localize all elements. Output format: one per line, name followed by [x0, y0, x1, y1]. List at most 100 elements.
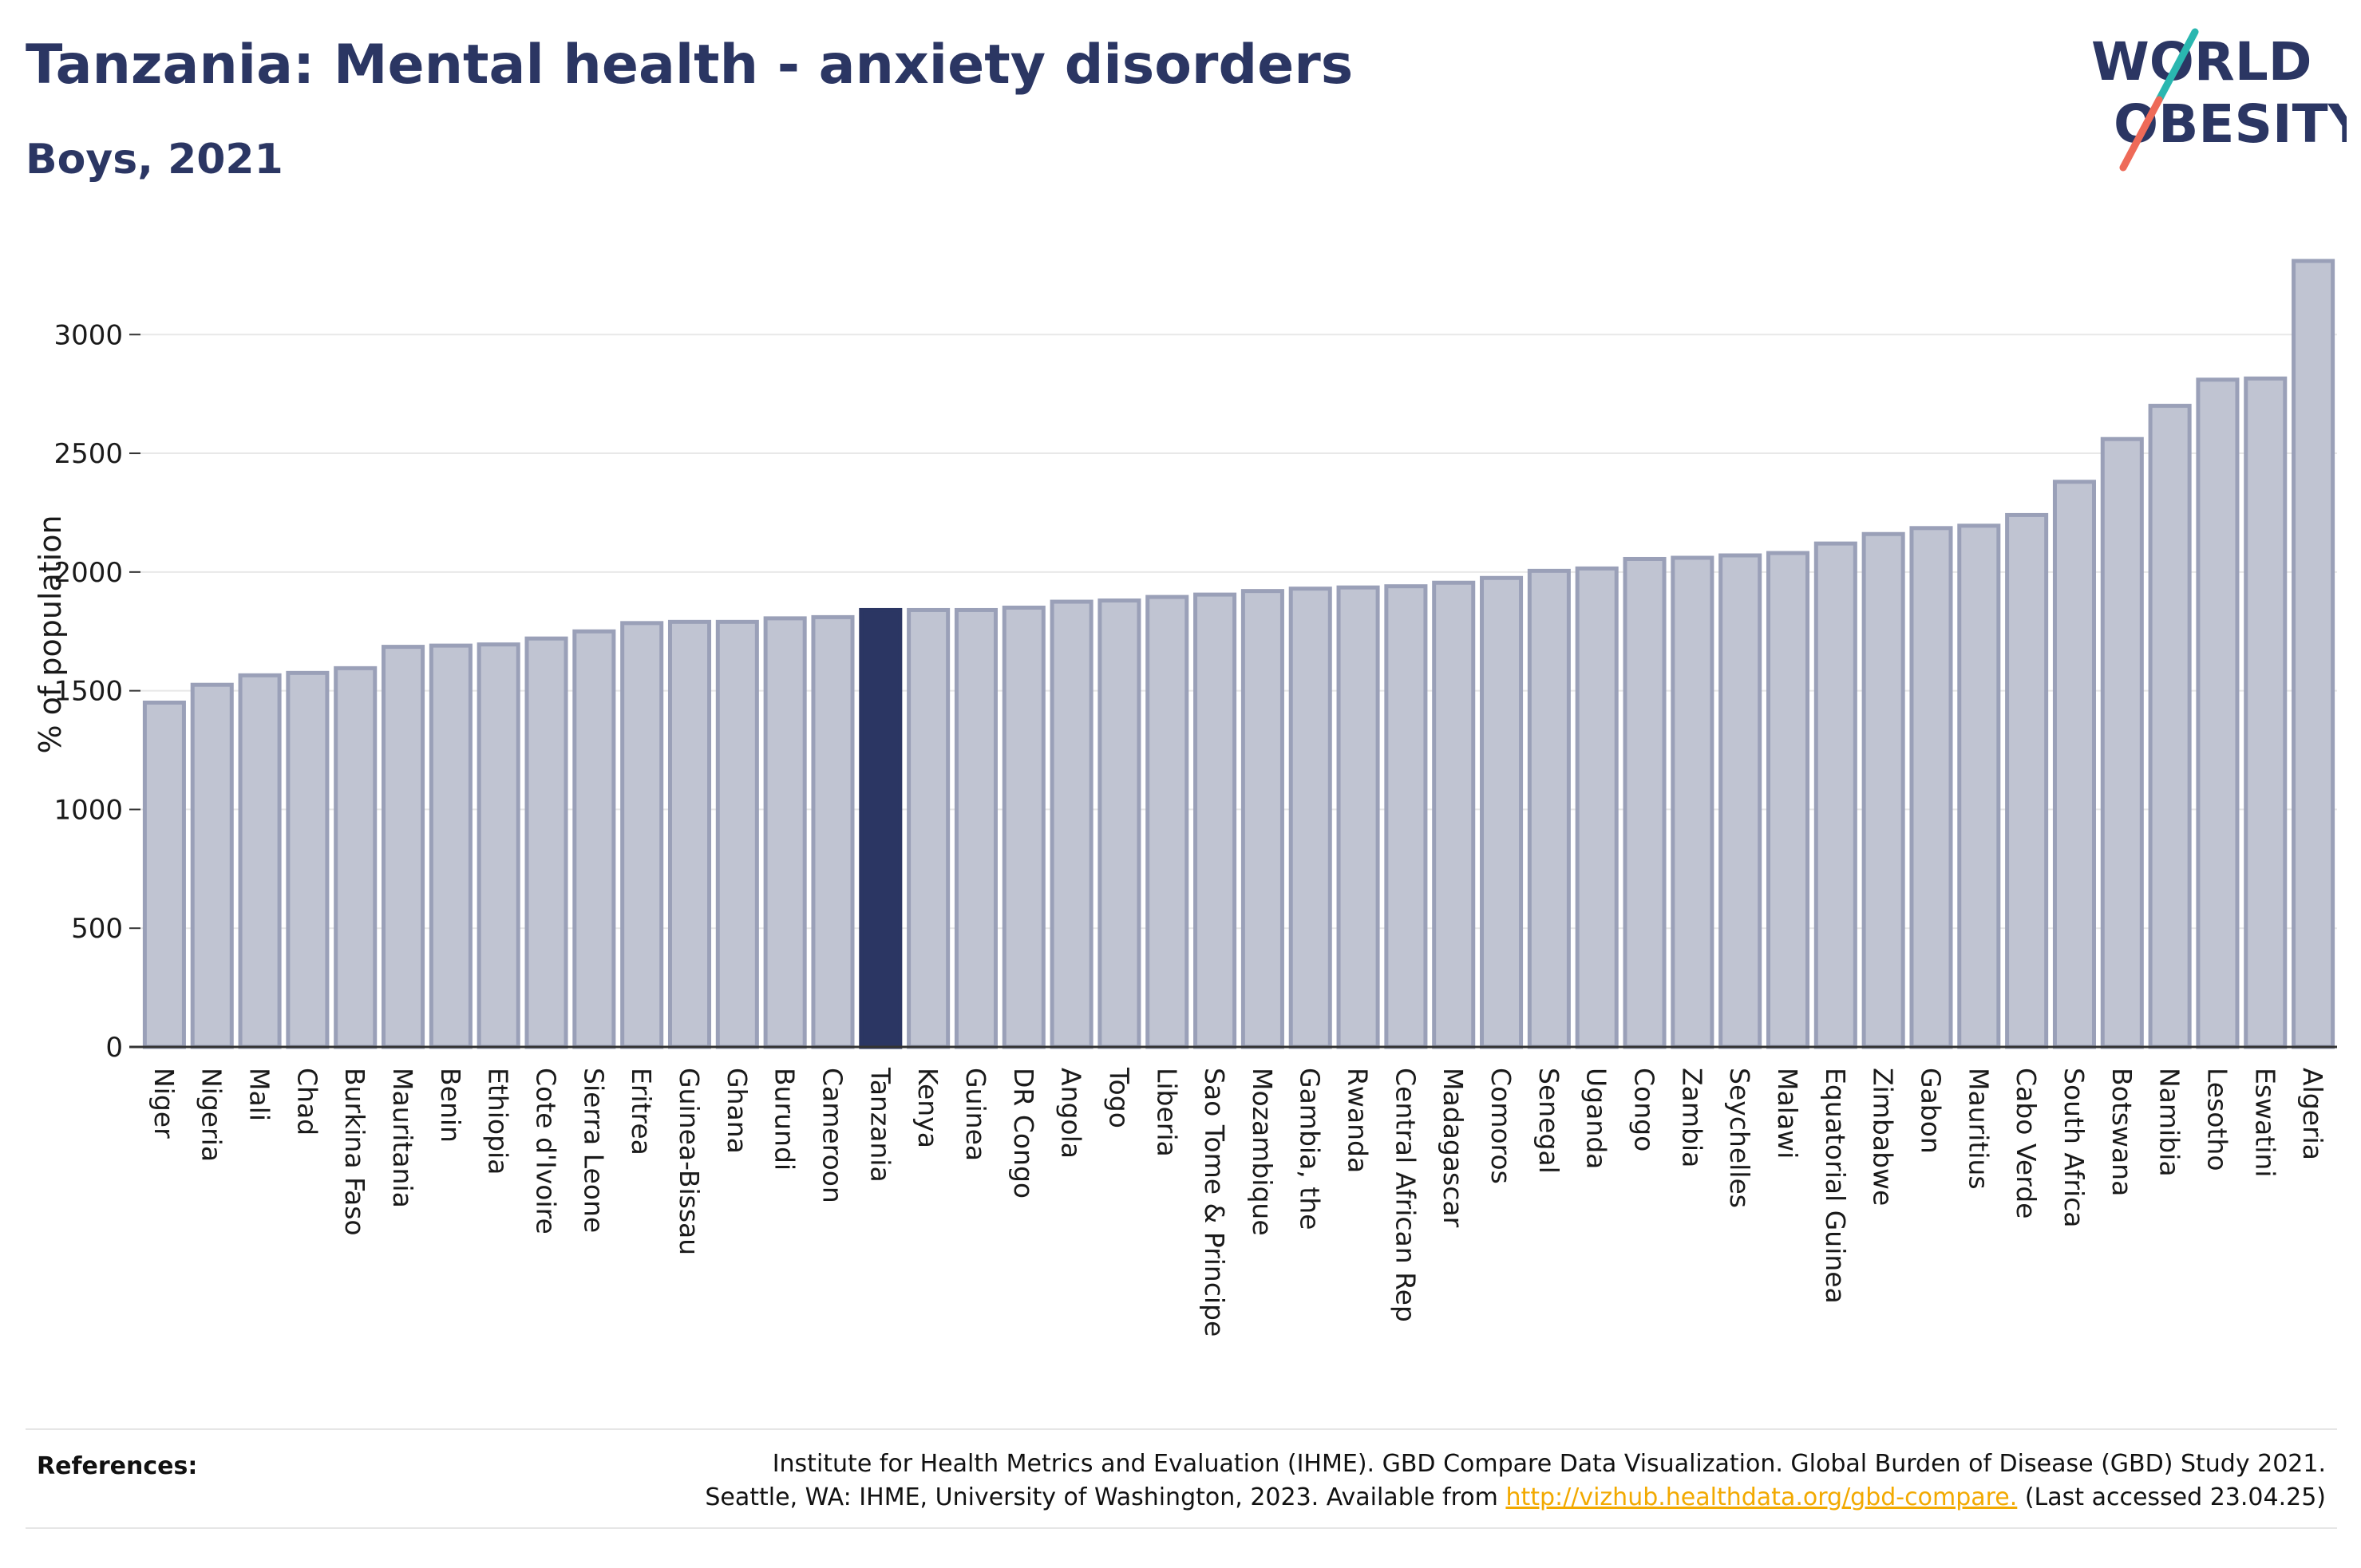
bar	[2196, 377, 2240, 1049]
x-tick-label: DR Congo	[1008, 1068, 1039, 1199]
bar	[334, 666, 378, 1049]
x-tick-label: Namibia	[2154, 1068, 2185, 1177]
bar	[2292, 259, 2335, 1049]
bar	[1671, 555, 1714, 1049]
x-tick-label: Niger	[148, 1068, 180, 1139]
x-tick-label: South Africa	[2058, 1068, 2090, 1228]
bar	[1718, 553, 1762, 1049]
x-tick-label: Botswana	[2106, 1068, 2138, 1196]
bar	[620, 621, 664, 1049]
y-tick-label: 1000	[53, 794, 123, 826]
y-tick-label: 3000	[53, 319, 123, 351]
bar	[429, 643, 473, 1049]
x-tick-label: Sierra Leone	[578, 1068, 609, 1233]
x-tick-label: Senegal	[1533, 1068, 1564, 1174]
x-tick-label: Cote d'Ivoire	[531, 1068, 562, 1234]
references-footer: References: Institute for Health Metrics…	[26, 1428, 2337, 1529]
x-tick-label: Mozambique	[1247, 1068, 1278, 1236]
y-tick-label: 500	[71, 913, 123, 945]
x-tick-label: Comoros	[1485, 1068, 1517, 1184]
reference-line-2-text: Seattle, WA: IHME, University of Washing…	[705, 1483, 1498, 1511]
bar	[190, 682, 234, 1049]
bar	[667, 619, 712, 1049]
x-tick-label: Zimbabwe	[1868, 1068, 1899, 1206]
bar	[1288, 587, 1332, 1049]
x-tick-label: Uganda	[1581, 1068, 1612, 1169]
logo-slash-teal	[2155, 28, 2199, 104]
x-tick-label: Equatorial Guinea	[1820, 1068, 1851, 1304]
x-tick-label: Cabo Verde	[2011, 1068, 2042, 1218]
x-tick-label: Mauritania	[387, 1068, 418, 1208]
logo-slash-coral	[2119, 96, 2163, 172]
bar	[382, 645, 425, 1049]
logo-word-obesity: OBESITY	[2114, 93, 2347, 155]
references-label: References:	[37, 1452, 198, 1480]
bar	[1909, 526, 1953, 1049]
references-text: Institute for Health Metrics and Evaluat…	[490, 1448, 2326, 1515]
bar	[1050, 599, 1093, 1049]
reference-link[interactable]: http://vizhub.healthdata.org/gbd-compare…	[1505, 1483, 2018, 1511]
bar	[1575, 566, 1619, 1049]
x-tick-label: Burundi	[769, 1068, 801, 1171]
page-title: Tanzania: Mental health - anxiety disord…	[26, 34, 1354, 97]
bar	[1480, 575, 1524, 1049]
x-tick-label: Central African Rep	[1390, 1068, 1421, 1322]
x-tick-label: Tanzania	[864, 1067, 896, 1183]
y-tick-label: 2000	[53, 557, 123, 589]
bar	[1145, 594, 1189, 1049]
bar-chart: 0 500 1000 1500 2000 2500 3000 Niger Nigeria Mali…	[33, 259, 2337, 1337]
bar	[1527, 568, 1571, 1049]
x-tick-label: Mauritius	[1963, 1068, 1994, 1190]
bar	[238, 673, 282, 1049]
x-tick-label: Ghana	[722, 1068, 753, 1154]
x-tick-label: Togo	[1103, 1067, 1134, 1128]
bar	[954, 607, 998, 1049]
reference-access-date: (Last accessed 23.04.25)	[2024, 1483, 2326, 1511]
bar	[2052, 480, 2096, 1049]
bar	[142, 701, 186, 1049]
bar	[907, 607, 951, 1049]
bar	[1432, 580, 1476, 1049]
bar	[1861, 531, 1905, 1049]
x-tick-label: Benin	[435, 1068, 466, 1143]
y-axis-label: % of population	[33, 515, 68, 753]
x-tick-label: Eritrea	[626, 1068, 657, 1155]
bar	[715, 619, 759, 1049]
x-tick-label: Chad	[291, 1068, 322, 1136]
x-tick-label: Zambia	[1676, 1068, 1707, 1167]
page-subtitle: Boys, 2021	[26, 136, 283, 184]
x-tick-label: Gambia, the	[1295, 1068, 1326, 1230]
bar	[477, 642, 520, 1049]
x-tick-label: Algeria	[2297, 1068, 2328, 1160]
bar	[1623, 556, 1667, 1049]
y-tick-label: 2500	[53, 438, 123, 470]
bar	[2244, 376, 2288, 1049]
bar	[2005, 512, 2049, 1049]
bar	[1766, 551, 1810, 1049]
x-tick-label: Congo	[1629, 1068, 1660, 1151]
x-tick-label: Angola	[1056, 1068, 1087, 1159]
bar	[811, 614, 855, 1049]
bar	[1384, 584, 1428, 1049]
bar	[1097, 598, 1141, 1049]
bar	[572, 629, 616, 1049]
x-tick-label: Gabon	[1915, 1068, 1946, 1154]
y-tick-label: 0	[105, 1032, 123, 1064]
x-tick-label: Nigeria	[196, 1068, 227, 1162]
x-tick-label: Rwanda	[1343, 1068, 1374, 1173]
bar	[524, 636, 568, 1049]
bar	[1957, 523, 2001, 1049]
x-tick-label: Malawi	[1772, 1068, 1803, 1159]
bar	[286, 670, 330, 1049]
x-tick-label: Sao Tome & Principe	[1199, 1068, 1230, 1337]
x-tick-label: Mali	[244, 1068, 275, 1121]
x-tick-label: Liberia	[1151, 1068, 1182, 1157]
x-tick-label: Lesotho	[2201, 1068, 2232, 1171]
bar	[1240, 589, 1284, 1049]
bar	[1813, 541, 1857, 1049]
bar	[763, 616, 807, 1049]
bar	[2100, 436, 2144, 1049]
x-tick-label: Burkina Faso	[339, 1068, 370, 1236]
x-tick-label: Guinea	[960, 1068, 991, 1161]
bar	[1336, 585, 1380, 1049]
